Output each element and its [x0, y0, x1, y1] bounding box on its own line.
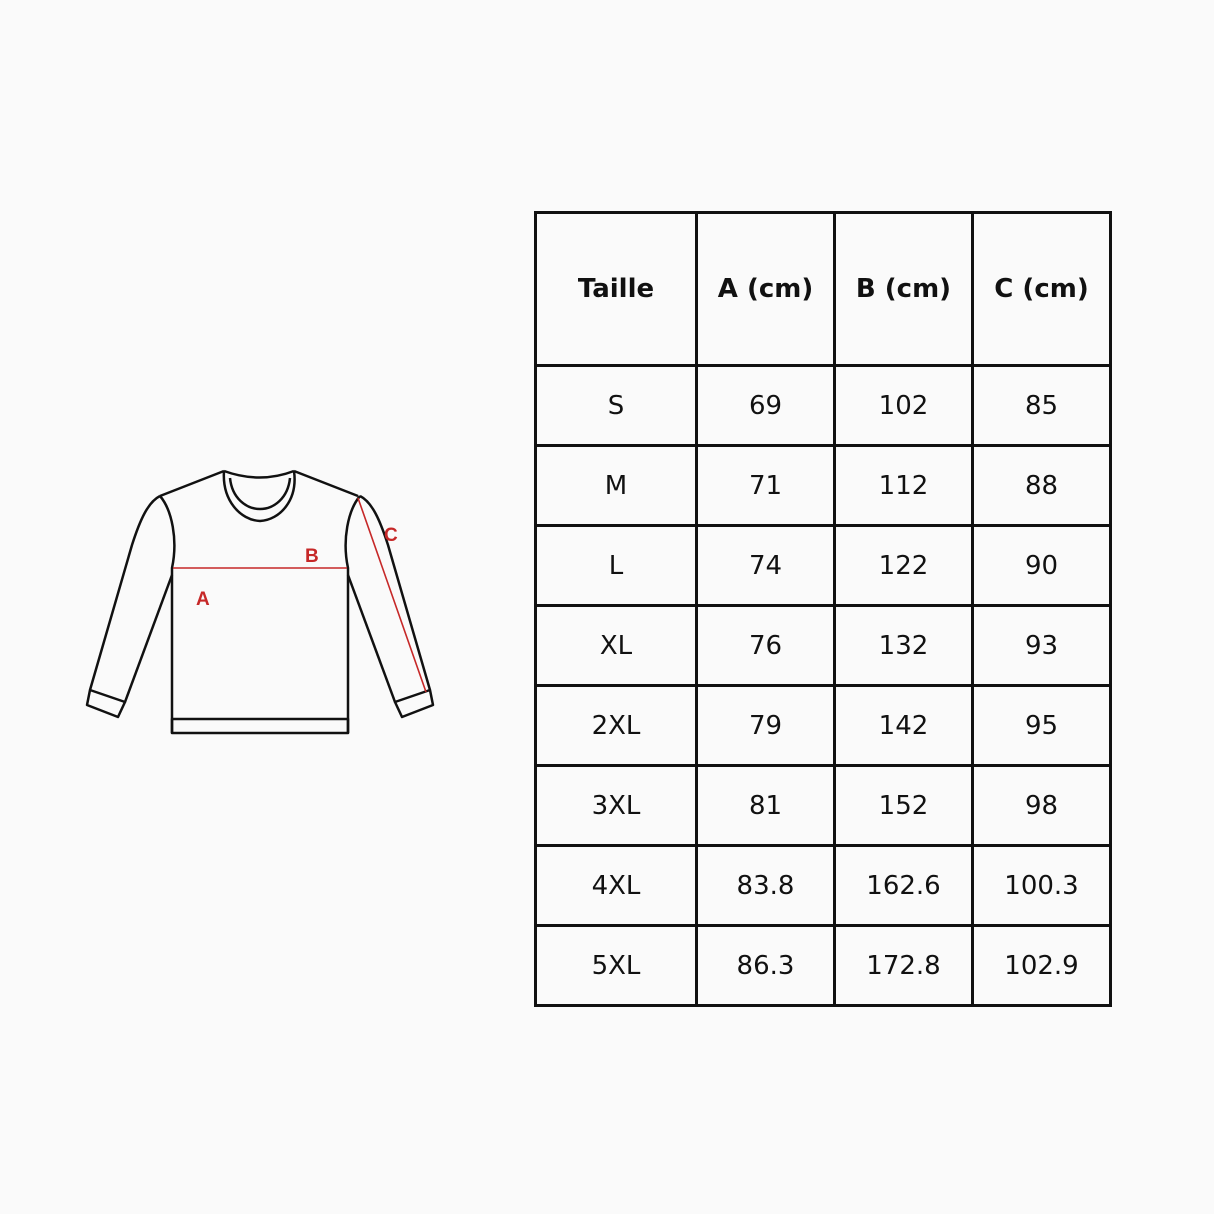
- size-cell: 4XL: [534, 844, 698, 927]
- measurement-cell: 102: [833, 364, 974, 447]
- measurement-cell: 79: [695, 684, 836, 767]
- measurement-cell: 162.6: [833, 844, 974, 927]
- size-cell: L: [534, 524, 698, 607]
- table-row: 3XL 81 152 98: [534, 764, 1112, 847]
- label-a: A: [196, 589, 210, 610]
- table-row: 5XL 86.3 172.8 102.9: [534, 924, 1112, 1007]
- table-row: XL 76 132 93: [534, 604, 1112, 687]
- label-c: C: [384, 525, 398, 546]
- table-header-row: Taille A (cm) B (cm) C (cm): [534, 211, 1112, 367]
- measurement-cell: 102.9: [971, 924, 1112, 1007]
- header-a: A (cm): [695, 211, 836, 367]
- label-b: B: [305, 546, 319, 567]
- measurement-cell: 132: [833, 604, 974, 687]
- size-cell: S: [534, 364, 698, 447]
- header-size: Taille: [534, 211, 698, 367]
- table-row: 4XL 83.8 162.6 100.3: [534, 844, 1112, 927]
- measurement-cell: 95: [971, 684, 1112, 767]
- measurement-cell: 142: [833, 684, 974, 767]
- measurement-cell: 98: [971, 764, 1112, 847]
- size-cell: XL: [534, 604, 698, 687]
- measurement-cell: 172.8: [833, 924, 974, 1007]
- sweater-outline: [85, 469, 435, 735]
- measurement-cell: 122: [833, 524, 974, 607]
- measurement-cell: 90: [971, 524, 1112, 607]
- table-row: L 74 122 90: [534, 524, 1112, 607]
- size-table: Taille A (cm) B (cm) C (cm) S 69 102 85 M 71 1…: [534, 211, 1112, 1007]
- measurement-cell: 152: [833, 764, 974, 847]
- table-row: 2XL 79 142 95: [534, 684, 1112, 767]
- size-cell: 3XL: [534, 764, 698, 847]
- header-b: B (cm): [833, 211, 974, 367]
- measurement-cell: 86.3: [695, 924, 836, 1007]
- measurement-cell: 74: [695, 524, 836, 607]
- size-cell: 5XL: [534, 924, 698, 1007]
- measurement-cell: 88: [971, 444, 1112, 527]
- measure-line-c: [357, 497, 427, 693]
- measurement-cell: 93: [971, 604, 1112, 687]
- measurement-lines: [173, 497, 427, 693]
- measurement-cell: 83.8: [695, 844, 836, 927]
- table-row: S 69 102 85: [534, 364, 1112, 447]
- measurement-cell: 85: [971, 364, 1112, 447]
- measurement-cell: 71: [695, 444, 836, 527]
- header-c: C (cm): [971, 211, 1112, 367]
- measurement-cell: 76: [695, 604, 836, 687]
- size-cell: M: [534, 444, 698, 527]
- measurement-cell: 69: [695, 364, 836, 447]
- size-cell: 2XL: [534, 684, 698, 767]
- table-row: M 71 112 88: [534, 444, 1112, 527]
- measurement-cell: 81: [695, 764, 836, 847]
- measurement-cell: 112: [833, 444, 974, 527]
- measurement-cell: 100.3: [971, 844, 1112, 927]
